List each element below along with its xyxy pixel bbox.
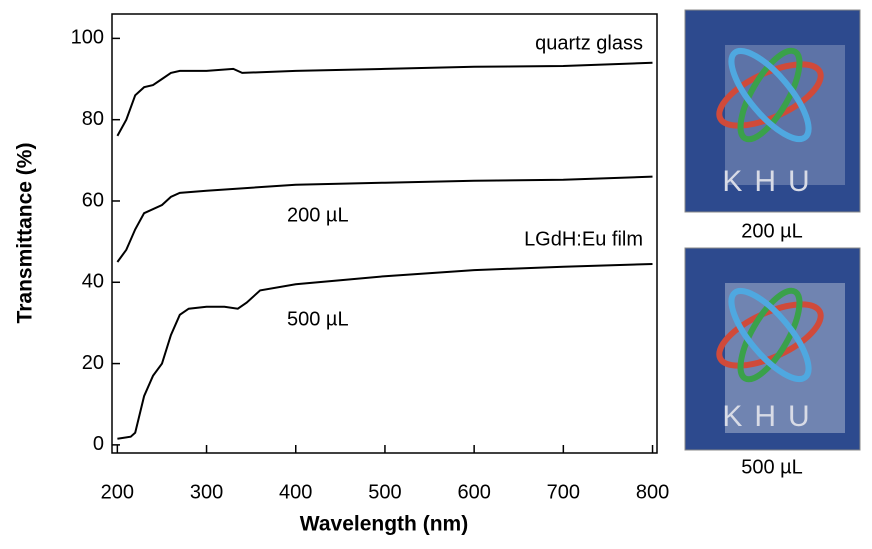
data-line: [117, 63, 652, 136]
series-label: quartz glass: [535, 32, 643, 54]
series-label: 500 µL: [287, 308, 349, 330]
y-tick-label: 80: [82, 108, 104, 130]
y-tick-label: 40: [82, 271, 104, 293]
photo: KHU: [685, 10, 860, 212]
y-tick-label: 20: [82, 352, 104, 374]
logo-text: KHU: [722, 400, 821, 433]
logo-text: KHU: [722, 165, 821, 198]
y-tick-label: 100: [71, 27, 104, 49]
x-tick-label: 700: [547, 481, 580, 503]
x-axis-label: Wavelength (nm): [300, 513, 468, 536]
annotation: LGdH:Eu film: [524, 228, 643, 250]
data-line: [117, 264, 652, 439]
x-tick-label: 600: [457, 481, 490, 503]
x-tick-label: 800: [636, 481, 669, 503]
x-tick-label: 200: [101, 481, 134, 503]
series-label: 200 µL: [287, 204, 349, 226]
x-tick-label: 300: [190, 481, 223, 503]
y-tick-label: 60: [82, 189, 104, 211]
x-tick-label: 500: [368, 481, 401, 503]
photo-caption: 500 µL: [741, 456, 803, 478]
y-tick-label: 0: [93, 433, 104, 455]
figure: Wavelength (nm) Transmittance (%) quartz…: [0, 0, 872, 544]
photo: KHU: [685, 248, 860, 450]
x-tick-label: 400: [279, 481, 312, 503]
y-axis-label: Transmittance (%): [14, 143, 37, 324]
photo-caption: 200 µL: [741, 220, 803, 242]
